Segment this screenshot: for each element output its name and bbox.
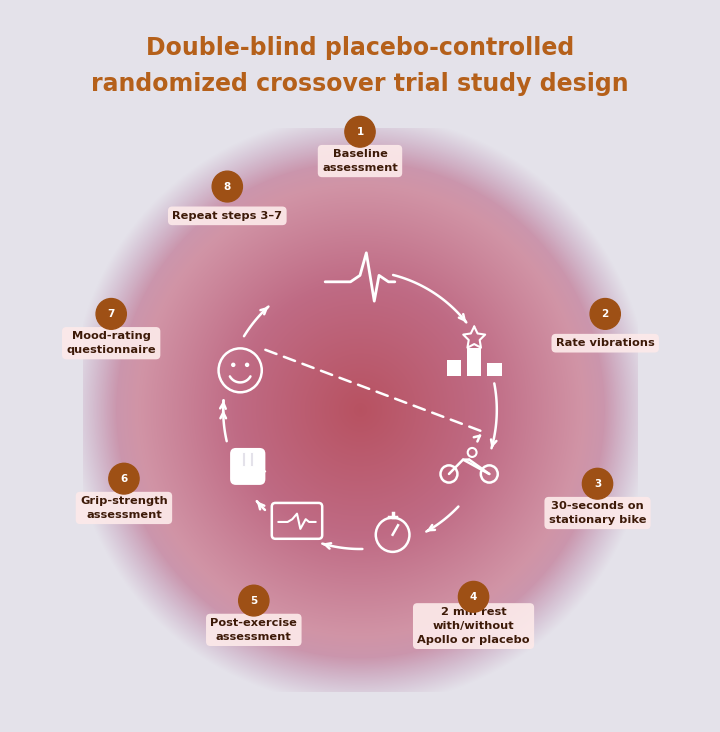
Text: 30-seconds on
stationary bike: 30-seconds on stationary bike [549,501,647,525]
Circle shape [590,299,621,329]
Text: 3: 3 [594,479,601,489]
Text: 1: 1 [356,127,364,137]
Text: Baseline
assessment: Baseline assessment [322,149,398,173]
Text: Mood-rating
questionnaire: Mood-rating questionnaire [66,332,156,355]
FancyBboxPatch shape [230,448,266,485]
Text: 7: 7 [107,309,115,319]
Text: 2 min rest
with/without
Apollo or placebo: 2 min rest with/without Apollo or placeb… [418,608,530,645]
Text: Repeat steps 3–7: Repeat steps 3–7 [172,211,282,221]
Text: 5: 5 [250,596,258,605]
Circle shape [109,463,139,494]
Text: 6: 6 [120,474,127,484]
Circle shape [246,363,248,367]
Circle shape [582,468,613,499]
Text: Rate vibrations: Rate vibrations [556,338,654,348]
Text: 2: 2 [602,309,609,319]
Bar [447,360,462,376]
Text: Grip-strength
assessment: Grip-strength assessment [80,496,168,520]
Text: Double-blind placebo-controlled: Double-blind placebo-controlled [146,36,574,59]
Circle shape [96,299,126,329]
Text: Post-exercise
assessment: Post-exercise assessment [210,618,297,642]
Text: randomized crossover trial study design: randomized crossover trial study design [91,72,629,96]
Circle shape [232,363,235,367]
Text: 4: 4 [470,591,477,602]
Circle shape [345,116,375,147]
Circle shape [459,581,489,612]
Circle shape [212,171,243,202]
Bar [487,363,502,376]
Bar [467,348,482,376]
Text: 8: 8 [224,182,231,192]
Circle shape [239,585,269,616]
